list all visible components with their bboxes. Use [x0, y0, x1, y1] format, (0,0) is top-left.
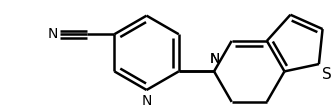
- Text: N: N: [210, 53, 220, 66]
- Text: N: N: [47, 27, 58, 41]
- Text: S: S: [322, 67, 332, 82]
- Text: N: N: [141, 94, 152, 108]
- Text: N: N: [210, 53, 220, 66]
